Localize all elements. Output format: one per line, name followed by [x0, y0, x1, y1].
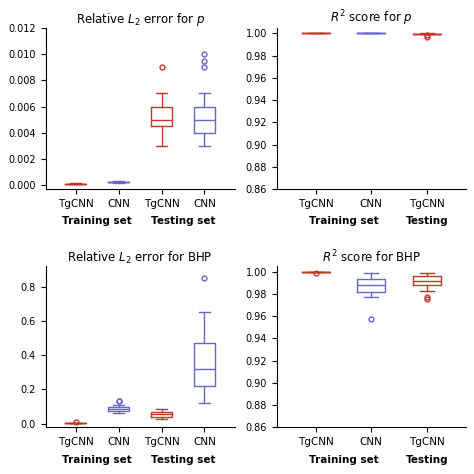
Text: Testing: Testing — [405, 455, 448, 465]
Text: Testing: Testing — [405, 217, 448, 227]
Title: Relative $L_2$ error for $p$: Relative $L_2$ error for $p$ — [76, 11, 205, 28]
Title: Relative $L_2$ error for BHP: Relative $L_2$ error for BHP — [67, 250, 213, 266]
Title: $R^2$ score for $p$: $R^2$ score for $p$ — [330, 9, 412, 28]
Text: Training set: Training set — [62, 217, 132, 227]
Text: Training set: Training set — [62, 455, 132, 465]
Text: Training set: Training set — [309, 455, 378, 465]
Text: Testing set: Testing set — [151, 455, 215, 465]
Text: Testing set: Testing set — [151, 217, 215, 227]
Text: Training set: Training set — [309, 217, 378, 227]
Title: $R^2$ score for BHP: $R^2$ score for BHP — [321, 248, 421, 265]
